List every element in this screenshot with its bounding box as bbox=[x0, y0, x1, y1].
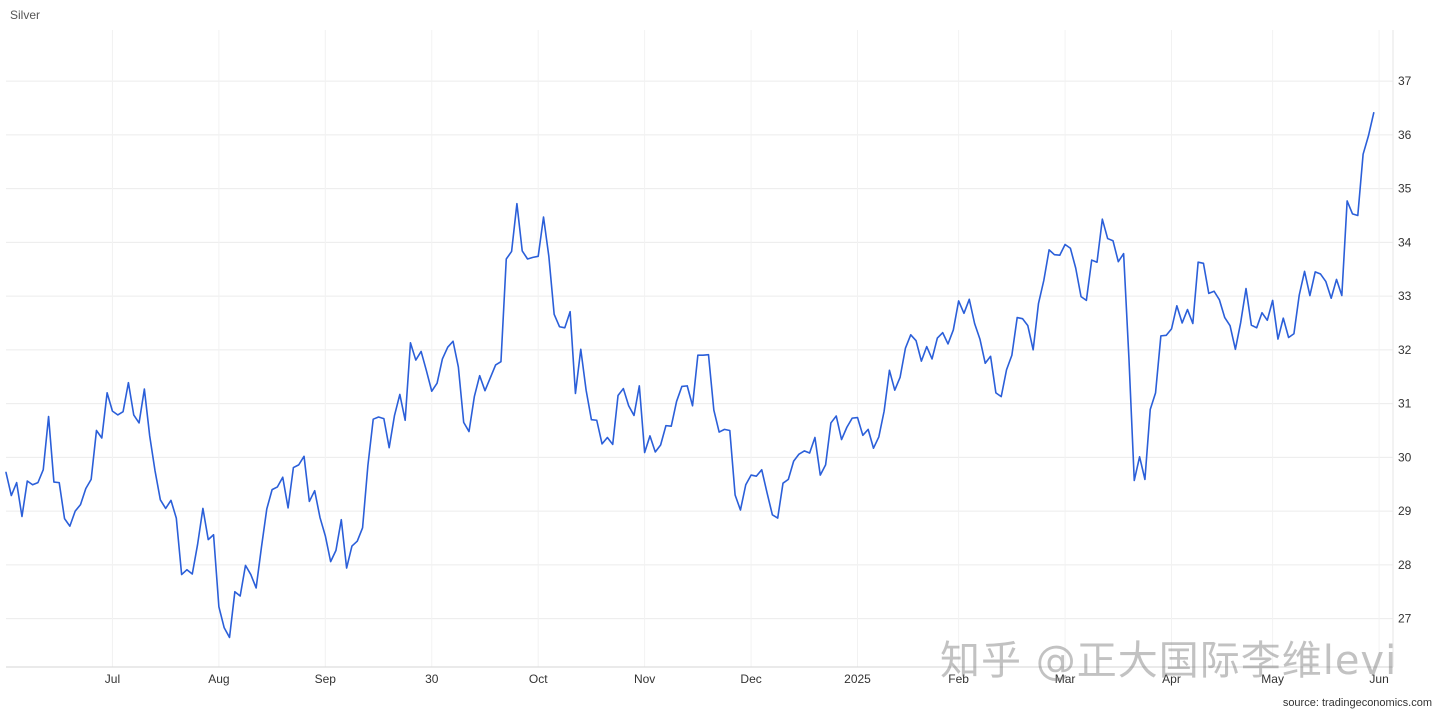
x-tick-label-11: May bbox=[1261, 672, 1284, 686]
y-tick-label-30: 30 bbox=[1398, 450, 1412, 464]
x-tick-label-2: Sep bbox=[315, 672, 337, 686]
y-tick-label-34: 34 bbox=[1398, 235, 1412, 249]
x-tick-label-12: Jun bbox=[1369, 672, 1388, 686]
y-tick-label-29: 29 bbox=[1398, 504, 1412, 518]
x-tick-label-8: Feb bbox=[948, 672, 969, 686]
x-tick-label-6: Dec bbox=[740, 672, 761, 686]
y-tick-label-33: 33 bbox=[1398, 289, 1412, 303]
watermark-text: 知乎 @正大国际李维levi bbox=[940, 638, 1398, 684]
x-tick-label-1: Aug bbox=[208, 672, 229, 686]
series-line-silver bbox=[5, 111, 1375, 639]
y-tick-label-36: 36 bbox=[1398, 128, 1412, 142]
x-tick-label-5: Nov bbox=[634, 672, 655, 686]
chart-title: Silver bbox=[10, 8, 41, 22]
x-tick-label-7: 2025 bbox=[844, 672, 871, 686]
y-tick-label-28: 28 bbox=[1398, 558, 1412, 572]
y-tick-label-35: 35 bbox=[1398, 182, 1412, 196]
source-label: source: tradingeconomics.com bbox=[1282, 697, 1432, 709]
x-tick-label-3: 30 bbox=[425, 672, 439, 686]
y-tick-label-37: 37 bbox=[1398, 74, 1412, 88]
y-tick-label-31: 31 bbox=[1398, 397, 1412, 411]
x-tick-label-0: Jul bbox=[105, 672, 120, 686]
x-tick-label-9: Mar bbox=[1055, 672, 1076, 686]
x-tick-label-10: Apr bbox=[1162, 672, 1181, 686]
y-tick-label-27: 27 bbox=[1398, 612, 1412, 626]
x-tick-label-4: Oct bbox=[529, 672, 548, 686]
y-tick-label-32: 32 bbox=[1398, 343, 1412, 357]
